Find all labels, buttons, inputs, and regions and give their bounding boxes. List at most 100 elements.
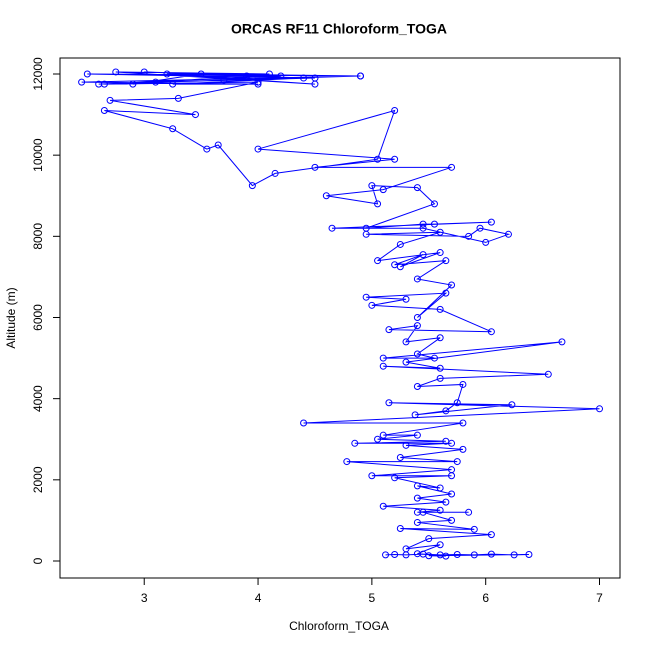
data-line: [81, 71, 600, 557]
data-point: [362, 224, 370, 232]
data-point: [374, 435, 382, 443]
data-point: [243, 72, 251, 80]
data-point: [402, 295, 410, 303]
data-point: [487, 218, 495, 226]
data-point: [174, 94, 182, 102]
data-point: [300, 74, 308, 82]
data-point: [459, 445, 467, 453]
data-point: [83, 70, 91, 78]
data-point: [436, 506, 444, 514]
chart-title: ORCAS RF11 Chloroform_TOGA: [231, 21, 447, 37]
data-point: [163, 70, 171, 78]
data-point: [436, 249, 444, 257]
data-point: [436, 334, 444, 342]
data-point: [271, 169, 279, 177]
data-point: [248, 182, 256, 190]
data-point: [391, 551, 399, 559]
data-point: [385, 399, 393, 407]
data-point: [525, 551, 533, 559]
data-point: [544, 370, 552, 378]
data-point: [197, 70, 205, 78]
data-point: [140, 68, 148, 76]
data-point: [558, 338, 566, 346]
x-tick-label: 3: [141, 591, 148, 605]
data-point: [379, 431, 387, 439]
data-point: [391, 155, 399, 163]
data-point: [482, 238, 490, 246]
data-point: [430, 200, 438, 208]
data-point: [442, 257, 450, 265]
data-point: [442, 407, 450, 415]
data-point: [95, 80, 103, 88]
data-point: [152, 78, 160, 86]
data-point: [169, 125, 177, 133]
data-point: [596, 405, 604, 413]
data-point: [368, 472, 376, 480]
data-point: [311, 80, 319, 88]
data-point: [311, 163, 319, 171]
data-point: [419, 220, 427, 228]
data-point: [356, 72, 364, 80]
y-tick-label: 12000: [31, 57, 45, 91]
data-point: [504, 230, 512, 238]
data-point: [413, 322, 421, 330]
data-point: [396, 525, 404, 533]
data-point: [448, 466, 456, 474]
data-point: [385, 326, 393, 334]
data-point: [436, 228, 444, 236]
data-point: [413, 184, 421, 192]
y-tick-label: 0: [31, 557, 45, 564]
data-point: [510, 551, 518, 559]
data-point: [391, 107, 399, 115]
data-point: [425, 552, 433, 560]
data-point: [487, 550, 495, 558]
data-point: [402, 545, 410, 553]
data-point: [368, 301, 376, 309]
data-point: [382, 551, 390, 559]
data-point: [396, 240, 404, 248]
data-point: [374, 200, 382, 208]
data-point: [379, 502, 387, 510]
data-point: [322, 192, 330, 200]
data-point: [100, 107, 108, 115]
data-point: [203, 145, 211, 153]
y-tick-label: 4000: [31, 385, 45, 412]
data-point: [402, 441, 410, 449]
data-point: [508, 401, 516, 409]
data-point: [277, 72, 285, 80]
data-point: [453, 551, 461, 559]
data-point: [442, 552, 450, 560]
data-point: [220, 76, 228, 84]
data-point: [453, 458, 461, 466]
data-point: [254, 145, 262, 153]
data-point: [374, 257, 382, 265]
data-point: [379, 354, 387, 362]
data-point: [254, 80, 262, 88]
data-point: [300, 419, 308, 427]
data-point: [419, 251, 427, 259]
data-point: [413, 518, 421, 526]
y-axis-label: Altitude (m): [4, 287, 18, 348]
data-point: [442, 437, 450, 445]
data-point: [442, 498, 450, 506]
y-tick-label: 2000: [31, 466, 45, 493]
data-point: [78, 78, 86, 86]
data-point: [265, 70, 273, 78]
data-point: [106, 96, 114, 104]
data-point: [402, 358, 410, 366]
y-tick-label: 8000: [31, 223, 45, 250]
data-point: [453, 399, 461, 407]
data-point: [413, 550, 421, 558]
data-point: [362, 293, 370, 301]
y-tick-label: 10000: [31, 138, 45, 172]
data-point: [459, 380, 467, 388]
data-point: [430, 354, 438, 362]
data-point: [465, 232, 473, 240]
data-point: [425, 535, 433, 543]
data-point: [436, 374, 444, 382]
x-tick-label: 4: [255, 591, 262, 605]
data-point: [379, 362, 387, 370]
data-point: [129, 80, 137, 88]
data-point: [448, 281, 456, 289]
